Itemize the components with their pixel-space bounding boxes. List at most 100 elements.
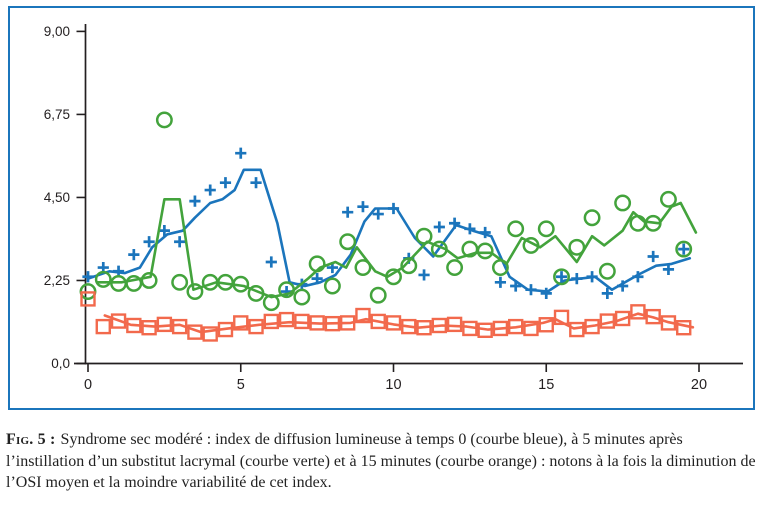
square-marker: [263, 313, 280, 330]
circle-marker: [553, 268, 570, 286]
square-marker: [126, 317, 142, 334]
square-marker: [294, 313, 310, 330]
plus-marker: [158, 225, 170, 237]
circle-marker: [278, 281, 296, 299]
plus-marker: [265, 256, 277, 268]
circle-marker: [94, 270, 112, 288]
square-marker: [202, 326, 218, 342]
series-green-markers: [79, 111, 693, 312]
plus-marker: [494, 276, 507, 288]
square-marker: [462, 320, 478, 337]
x-tick-label: 20: [691, 377, 707, 393]
square-marker: [630, 304, 646, 320]
plus-marker: [418, 269, 430, 281]
circle-marker: [522, 236, 540, 254]
plus-marker: [525, 284, 537, 296]
plus-marker: [128, 249, 140, 261]
square-marker: [645, 308, 661, 325]
x-tick-label: 0: [84, 377, 92, 393]
circle-marker: [675, 240, 693, 258]
series-blue-line: [86, 168, 692, 293]
circle-marker: [155, 111, 173, 129]
square-marker: [538, 317, 554, 333]
square-marker: [171, 318, 188, 335]
y-tick-label: 9,00: [44, 24, 70, 39]
square-marker: [370, 313, 386, 330]
square-marker: [584, 318, 600, 335]
x-tick-label: 15: [538, 377, 554, 393]
square-marker: [416, 320, 432, 336]
circle-marker: [323, 277, 341, 295]
plus-marker: [372, 208, 384, 220]
plus-marker: [479, 226, 491, 239]
square-marker: [141, 320, 157, 336]
plus-marker: [540, 287, 552, 299]
circle-marker: [400, 257, 418, 275]
plus-marker: [571, 273, 583, 285]
plus-marker: [601, 287, 613, 299]
plus-marker: [342, 206, 354, 218]
circle-marker: [308, 255, 326, 273]
plus-marker: [174, 236, 186, 248]
plus-marker: [189, 195, 201, 207]
square-marker: [477, 322, 493, 338]
plus-marker: [204, 184, 216, 196]
square-marker: [309, 315, 325, 331]
plus-marker: [678, 243, 690, 255]
circle-marker: [430, 240, 448, 258]
series-orange: [80, 291, 695, 342]
square-marker: [233, 315, 249, 331]
square-marker: [187, 324, 203, 340]
plus-marker: [510, 280, 522, 292]
plus-marker: [555, 271, 568, 283]
square-marker: [401, 318, 417, 335]
plus-marker: [586, 271, 598, 283]
square-marker: [339, 315, 356, 331]
square-marker: [676, 320, 692, 336]
square-marker: [355, 307, 371, 324]
circle-marker: [369, 286, 387, 304]
square-marker: [217, 321, 234, 338]
circle-marker: [568, 238, 586, 256]
plus-marker: [219, 177, 232, 189]
circle-marker: [354, 259, 372, 277]
circle-marker: [339, 233, 357, 251]
plus-marker: [647, 250, 659, 263]
circle-marker: [629, 214, 647, 232]
circle-marker: [476, 242, 494, 260]
circle-marker: [614, 194, 632, 212]
square-marker: [248, 318, 264, 335]
axes: 0,0 2,25 4,50 6,75 9,00 0 5 10 15 20: [44, 24, 743, 393]
square-marker: [614, 310, 631, 327]
plus-marker: [662, 263, 675, 276]
square-marker: [599, 313, 616, 329]
circle-marker: [598, 262, 616, 280]
y-tick-label: 0,0: [51, 356, 70, 371]
chart-svg: 0,0 2,25 4,50 6,75 9,00 0 5 10 15 20: [44, 24, 743, 393]
plus-marker: [235, 147, 247, 159]
square-marker: [523, 320, 539, 337]
plus-marker: [143, 236, 155, 248]
square-marker: [278, 311, 295, 328]
square-marker: [324, 315, 341, 332]
caption-label: Fig. 5 :: [6, 431, 56, 448]
square-marker: [110, 313, 127, 329]
square-marker: [492, 320, 509, 337]
plus-marker: [617, 280, 629, 292]
square-marker: [431, 317, 448, 334]
plus-marker: [311, 273, 323, 285]
plus-marker: [387, 202, 400, 215]
series-orange-markers: [80, 291, 692, 342]
circle-marker: [293, 288, 311, 306]
square-marker: [156, 316, 173, 333]
plus-marker: [82, 271, 94, 283]
figure-caption: Fig. 5 : Syndrome sec modéré : index de d…: [6, 429, 760, 494]
circle-marker: [262, 294, 280, 312]
circle-marker: [125, 274, 143, 292]
circle-marker: [385, 268, 402, 286]
square-marker: [569, 321, 585, 338]
square-marker: [95, 318, 111, 335]
circle-marker: [491, 259, 509, 277]
square-marker: [508, 318, 524, 335]
square-marker: [385, 315, 402, 331]
